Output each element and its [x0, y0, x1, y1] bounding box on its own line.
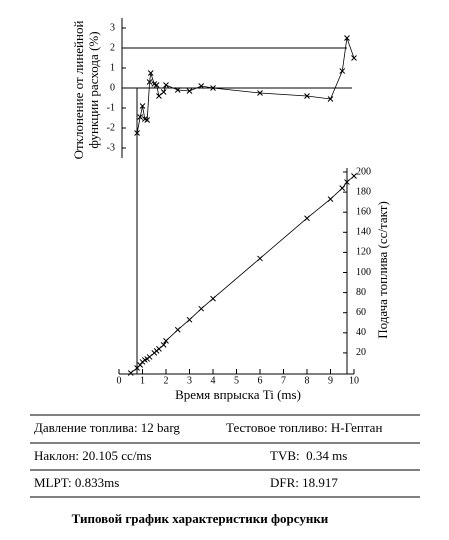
y-label: функции расхода (%) — [86, 31, 101, 148]
y-tick-label: 80 — [356, 287, 366, 298]
marker — [174, 87, 181, 93]
y-tick-label: 140 — [356, 227, 371, 238]
marker — [351, 55, 357, 61]
y-tick-label: 60 — [356, 307, 366, 318]
x-tick-label: 5 — [234, 375, 239, 386]
marker — [160, 89, 167, 95]
marker — [139, 103, 146, 109]
marker — [156, 93, 162, 99]
marker — [339, 185, 346, 191]
table-cell: Давление топлива: 12 barg — [34, 420, 180, 435]
marker — [210, 295, 216, 302]
x-tick-label: 2 — [164, 375, 169, 386]
x-tick-label: 6 — [258, 375, 263, 386]
marker — [134, 130, 140, 136]
y-tick-label: 3 — [110, 22, 115, 33]
x-label: Время впрыска Ti (ms) — [175, 387, 301, 402]
y-tick-label: 160 — [356, 207, 371, 218]
x-tick-label: 8 — [305, 375, 310, 386]
table-cell: MLPT: 0.833ms — [34, 475, 119, 490]
marker — [153, 82, 160, 88]
marker — [344, 179, 350, 185]
series-line — [136, 37, 355, 134]
x-tick-label: 7 — [281, 375, 286, 386]
marker — [156, 346, 162, 352]
marker — [163, 337, 169, 344]
table-cell: TVB: 0.34 ms — [270, 448, 347, 463]
marker — [327, 96, 334, 102]
table-cell: Наклон: 20.105 cc/ms — [34, 448, 152, 463]
marker — [257, 90, 263, 96]
marker — [304, 215, 310, 222]
x-tick-label: 3 — [187, 375, 192, 386]
y-tick-label: 100 — [356, 267, 371, 278]
x-tick-label: 1 — [140, 375, 145, 386]
marker — [344, 35, 350, 41]
y-tick-label: 0 — [110, 82, 115, 93]
marker — [327, 196, 334, 202]
y-tick-label: 20 — [356, 347, 366, 358]
marker — [186, 88, 193, 94]
y-tick-label: -1 — [107, 102, 115, 113]
marker — [137, 114, 144, 120]
caption: Типовой график характеристики форсунки — [72, 511, 329, 526]
marker — [198, 305, 205, 312]
marker — [198, 83, 205, 89]
y-tick-label: 120 — [356, 247, 371, 258]
y-tick-label: 200 — [356, 166, 371, 177]
marker — [174, 326, 181, 333]
x-tick-label: 4 — [211, 375, 216, 386]
x-tick-label: 10 — [349, 375, 359, 386]
marker — [160, 342, 167, 348]
marker — [186, 316, 193, 323]
series-line — [130, 175, 355, 374]
table-cell: Тестовое топливо: Н-Гептан — [226, 420, 382, 435]
y-tick-label: -3 — [107, 142, 115, 153]
marker — [127, 370, 134, 376]
y-tick-label: 40 — [356, 327, 366, 338]
marker — [304, 93, 310, 99]
y-tick-label: 1 — [110, 62, 115, 73]
marker — [147, 70, 154, 76]
marker — [146, 79, 153, 85]
y-label: Отклонение от линейной — [71, 21, 86, 160]
x-tick-label: 9 — [328, 375, 333, 386]
marker — [339, 68, 346, 74]
marker — [257, 255, 263, 262]
y-tick-label: 180 — [356, 186, 371, 197]
marker — [351, 173, 357, 179]
x-tick-label: 0 — [117, 375, 122, 386]
marker — [146, 354, 153, 360]
y-label: Подача топлива (cc/такт) — [375, 201, 390, 339]
marker — [163, 82, 169, 88]
marker — [144, 117, 151, 123]
y-tick-label: 2 — [110, 42, 115, 53]
y-tick-label: -2 — [107, 122, 115, 133]
table-cell: DFR: 18.917 — [270, 475, 338, 490]
marker — [210, 85, 216, 91]
